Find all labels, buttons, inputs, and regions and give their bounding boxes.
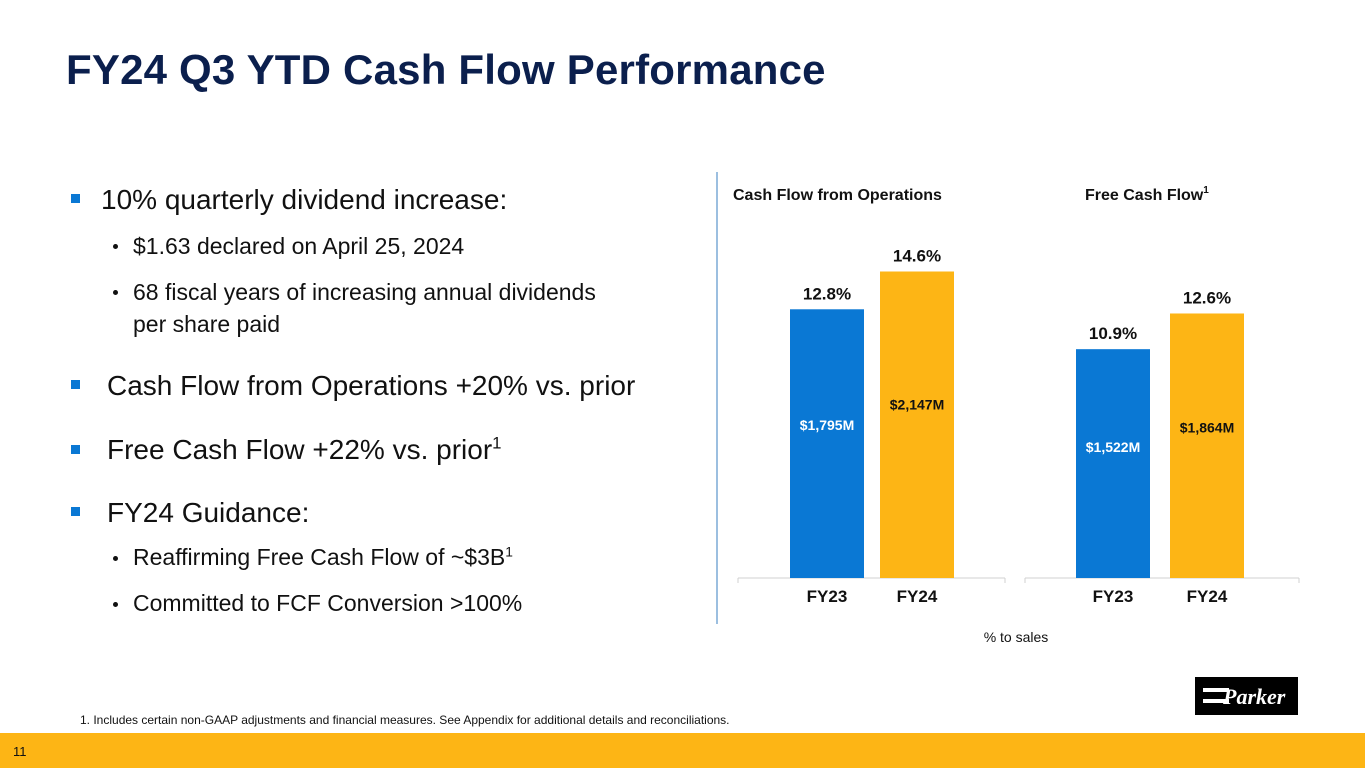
bullet-list: 10% quarterly dividend increase: $1.63 d… xyxy=(0,0,720,640)
bullet-fcf: Free Cash Flow +22% vs. prior1 xyxy=(107,434,501,466)
bullet-guidance: FY24 Guidance: xyxy=(107,497,310,528)
bullet-dot-icon xyxy=(113,602,118,607)
bullet-square-icon xyxy=(71,507,80,516)
category-label: FY24 xyxy=(897,587,938,606)
bullet-dot-icon xyxy=(113,290,118,295)
chart-title-1: Free Cash Flow1 xyxy=(1085,185,1209,204)
bullet-square-icon xyxy=(71,445,80,454)
footnote-marker: 1 xyxy=(492,433,502,453)
category-label: FY24 xyxy=(1187,587,1228,606)
amount-label: $1,795M xyxy=(800,417,854,433)
axis-note: % to sales xyxy=(984,629,1049,645)
footnote: 1. Includes certain non-GAAP adjustments… xyxy=(80,713,730,727)
bullet-fcf-text: Free Cash Flow +22% vs. prior xyxy=(107,434,493,465)
logo-mark xyxy=(1203,688,1229,692)
bullet-dot-icon xyxy=(113,556,118,561)
footnote-marker: 1 xyxy=(505,544,513,560)
bullet-dividend: 10% quarterly dividend increase: xyxy=(101,184,508,215)
bullet-dot-icon xyxy=(113,244,118,249)
bar-fy23 xyxy=(1076,349,1150,578)
percent-label: 12.8% xyxy=(803,284,851,303)
bullet-dividend-declared: $1.63 declared on April 25, 2024 xyxy=(133,233,465,259)
column-divider xyxy=(716,172,718,624)
chart-title-0: Cash Flow from Operations xyxy=(733,187,942,204)
footer-bar xyxy=(0,733,1365,768)
logo-text: Parker xyxy=(1223,684,1286,709)
bullet-cfo: Cash Flow from Operations +20% vs. prior xyxy=(107,370,636,401)
amount-label: $2,147M xyxy=(890,396,944,412)
amount-label: $1,522M xyxy=(1086,439,1140,455)
parker-logo: Parker xyxy=(1195,677,1298,715)
bar-fy24 xyxy=(1170,313,1244,578)
page-number: 11 xyxy=(13,744,27,759)
category-label: FY23 xyxy=(807,587,848,606)
category-label: FY23 xyxy=(1093,587,1134,606)
percent-label: 10.9% xyxy=(1089,324,1137,343)
bullet-dividend-history-line1: 68 fiscal years of increasing annual div… xyxy=(133,279,596,305)
bullet-square-icon xyxy=(71,380,80,389)
amount-label: $1,864M xyxy=(1180,420,1234,436)
percent-label: 14.6% xyxy=(893,247,941,266)
bullet-square-icon xyxy=(71,194,80,203)
footnote-marker: 1 xyxy=(1203,185,1209,196)
percent-label: 12.6% xyxy=(1183,288,1231,307)
bullet-guidance-conversion: Committed to FCF Conversion >100% xyxy=(133,590,523,616)
logo-mark xyxy=(1203,699,1229,703)
bullet-guidance-fcf-text: Reaffirming Free Cash Flow of ~$3B xyxy=(133,544,506,570)
bullet-dividend-history-line2: per share paid xyxy=(133,311,281,337)
bullet-guidance-fcf: Reaffirming Free Cash Flow of ~$3B1 xyxy=(133,544,513,571)
cash-flow-charts: Cash Flow from Operations 12.8% $1,795M FY2… xyxy=(733,185,1300,645)
bar-fy24 xyxy=(880,271,954,578)
slide-title: FY24 Q3 YTD Cash Flow Performance xyxy=(66,46,826,93)
bar-fy23 xyxy=(790,309,864,578)
